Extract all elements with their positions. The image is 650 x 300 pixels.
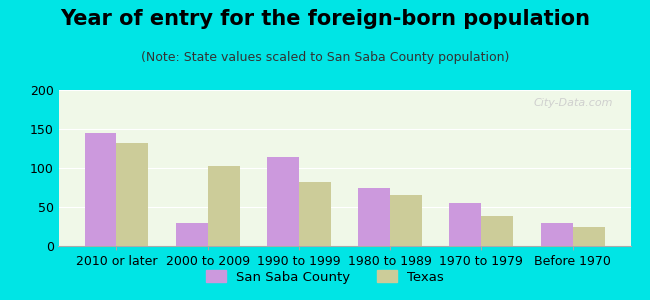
Text: (Note: State values scaled to San Saba County population): (Note: State values scaled to San Saba C… — [141, 51, 509, 64]
Bar — [299, 182, 331, 246]
Bar — [84, 133, 116, 246]
Text: Year of entry for the foreign-born population: Year of entry for the foreign-born popul… — [60, 9, 590, 29]
Bar — [390, 194, 422, 246]
Bar — [207, 167, 240, 246]
Bar — [116, 143, 148, 246]
Bar — [176, 223, 207, 246]
Bar — [267, 157, 299, 246]
Bar — [482, 216, 514, 246]
Bar — [449, 203, 482, 246]
Bar — [573, 227, 604, 246]
Text: City-Data.com: City-Data.com — [534, 98, 614, 108]
Bar — [541, 223, 573, 246]
Legend: San Saba County, Texas: San Saba County, Texas — [200, 264, 450, 290]
Bar — [358, 188, 390, 246]
